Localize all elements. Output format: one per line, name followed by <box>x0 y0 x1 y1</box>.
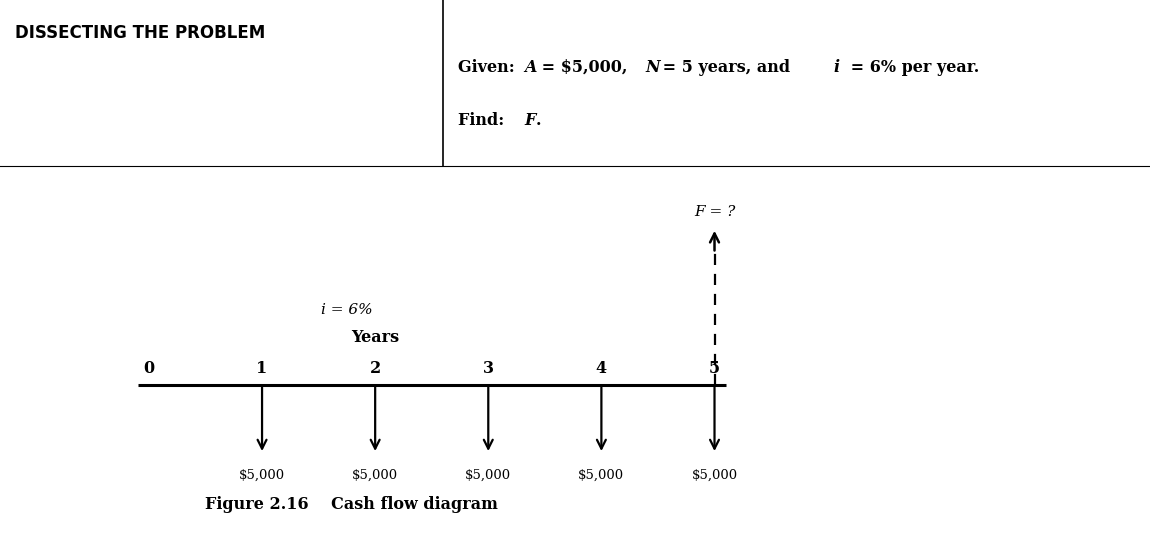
Text: Given:: Given: <box>458 58 520 76</box>
Text: .: . <box>536 112 542 129</box>
Text: Find:: Find: <box>458 112 509 129</box>
Text: DISSECTING THE PROBLEM: DISSECTING THE PROBLEM <box>15 24 266 42</box>
Text: $5,000: $5,000 <box>352 469 398 482</box>
Text: Figure 2.16    Cash flow diagram: Figure 2.16 Cash flow diagram <box>206 496 498 513</box>
Text: F: F <box>524 112 536 129</box>
Text: $5,000: $5,000 <box>239 469 285 482</box>
Text: i = 6%: i = 6% <box>321 303 373 317</box>
Text: Years: Years <box>351 330 399 346</box>
Text: A: A <box>524 58 537 76</box>
Text: 3: 3 <box>483 360 493 377</box>
Text: 4: 4 <box>596 360 607 377</box>
Text: $5,000: $5,000 <box>578 469 624 482</box>
Text: = 5 years, and: = 5 years, and <box>657 58 796 76</box>
Text: 1: 1 <box>256 360 268 377</box>
Text: 2: 2 <box>369 360 381 377</box>
Text: 5: 5 <box>708 360 720 377</box>
Text: N: N <box>645 58 660 76</box>
Text: $5,000: $5,000 <box>466 469 512 482</box>
Text: 0: 0 <box>144 360 154 377</box>
Text: F = ?: F = ? <box>693 205 735 219</box>
Text: = $5,000,: = $5,000, <box>536 58 627 76</box>
Text: i: i <box>834 58 840 76</box>
Text: = 6% per year.: = 6% per year. <box>845 58 980 76</box>
Text: $5,000: $5,000 <box>691 469 737 482</box>
